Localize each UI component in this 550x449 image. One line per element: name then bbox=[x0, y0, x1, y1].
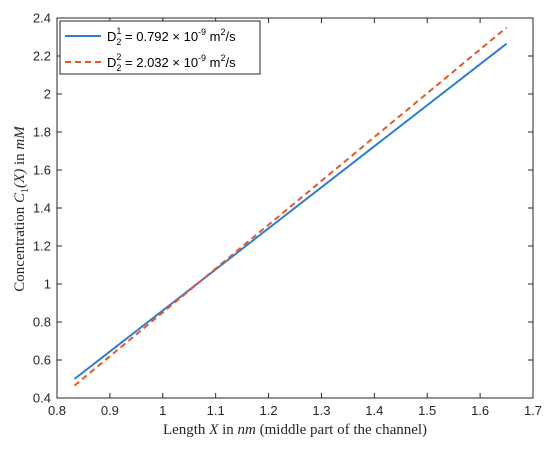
x-tick-label: 1.3 bbox=[312, 403, 330, 418]
y-axis-label-mid: in bbox=[12, 150, 28, 169]
y-axis-label-unit: mM bbox=[12, 125, 28, 150]
x-tick-label: 0.9 bbox=[101, 403, 119, 418]
series-line-2 bbox=[73, 26, 508, 387]
x-tick-label: 1.7 bbox=[524, 403, 542, 418]
y-tick-label: 1.2 bbox=[33, 239, 51, 254]
y-tick-label: 1.8 bbox=[33, 125, 51, 140]
y-tick-label: 1.6 bbox=[33, 163, 51, 178]
y-tick-label: 2 bbox=[44, 87, 51, 102]
legend-entry-series-2: D22 = 2.032 × 10-9 m2/s bbox=[107, 52, 236, 73]
x-axis-label-var: X bbox=[208, 422, 219, 438]
y-axis-ticks: 0.4 0.6 0.8 1 1.2 1.4 1.6 1.8 2 2.2 2.4 bbox=[33, 11, 533, 406]
x-tick-label: 1.6 bbox=[471, 403, 489, 418]
legend-box bbox=[59, 20, 261, 75]
y-tick-label: 2.4 bbox=[33, 11, 51, 26]
y-axis-label: Concentration C1(X) in mM bbox=[12, 125, 31, 292]
x-tick-label: 1.4 bbox=[365, 403, 383, 418]
x-tick-label: 0.8 bbox=[48, 403, 66, 418]
y-tick-label: 0.8 bbox=[33, 315, 51, 330]
x-axis-label-mid: in bbox=[218, 422, 237, 438]
x-axis-label: Length X in nm (middle part of the chann… bbox=[163, 422, 427, 438]
x-tick-label: 1.5 bbox=[418, 403, 436, 418]
y-tick-label: 0.4 bbox=[33, 391, 51, 406]
y-axis-label-var: C bbox=[12, 192, 28, 203]
x-tick-label: 1.1 bbox=[207, 403, 225, 418]
y-axis-label-pre: Concentration bbox=[12, 203, 28, 292]
y-tick-label: 0.6 bbox=[33, 353, 51, 368]
y-tick-label: 1 bbox=[44, 277, 51, 292]
x-axis-label-post: (middle part of the channel) bbox=[256, 422, 427, 438]
legend: D21 = 0.792 × 10-9 m2/s D22 = 2.032 × 10… bbox=[59, 20, 261, 75]
x-tick-label: 1 bbox=[159, 403, 166, 418]
y-axis-label-sub: 1 bbox=[20, 188, 31, 193]
legend-entry-series-1: D21 = 0.792 × 10-9 m2/s bbox=[107, 26, 236, 47]
plot-lines bbox=[73, 26, 508, 387]
y-tick-label: 2.2 bbox=[33, 49, 51, 64]
x-tick-label: 1.2 bbox=[260, 403, 278, 418]
x-axis-label-pre: Length bbox=[163, 422, 209, 438]
y-axis-label-args: (X) bbox=[12, 169, 28, 188]
y-tick-label: 1.4 bbox=[33, 201, 51, 216]
x-axis-ticks: 0.8 0.9 1 1.1 1.2 1.3 1.4 1.5 1.6 1.7 bbox=[48, 18, 542, 418]
x-axis-label-unit: nm bbox=[238, 422, 257, 438]
series-line-1 bbox=[73, 42, 508, 380]
